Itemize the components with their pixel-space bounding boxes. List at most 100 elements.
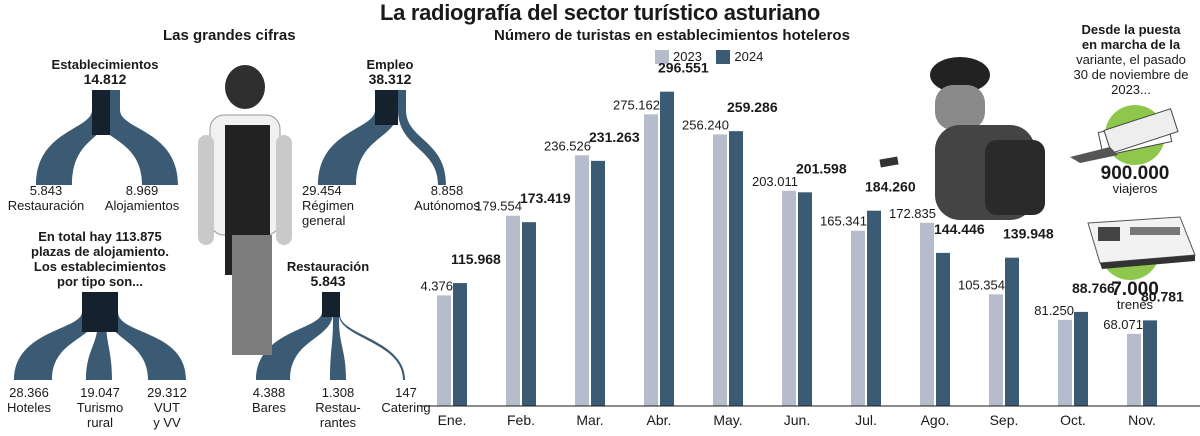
flow-restauracion: [36, 90, 110, 185]
bar-2024-Mar: [591, 160, 605, 406]
autonomos-value: 8.858: [430, 183, 464, 198]
bar-label-2024-Oct: 88.766: [1072, 280, 1115, 296]
waiter-image: [198, 65, 292, 355]
ticket-icon: [1070, 105, 1179, 165]
bar-label-2024-May: 259.286: [727, 99, 778, 115]
bar-2023-Jul: [851, 230, 865, 406]
x-tick-Abr: Abr.: [647, 412, 672, 428]
intro-text: Desde la puesta en marcha de la variante…: [1062, 22, 1200, 97]
bar-2024-Jul: [867, 210, 881, 406]
bar-label-2023-Jun: 203.011: [752, 174, 798, 189]
bar-2024-Jun: [798, 192, 812, 406]
legend-swatch-2023: [655, 49, 669, 64]
x-tick-Jul: Jul.: [855, 412, 877, 428]
flow-diagrams: [14, 90, 446, 380]
restauracion-heading: Restauración 5.843: [278, 259, 378, 289]
trenes-value: 7.000: [1111, 279, 1159, 300]
plazas-text: En total hay 113.875 plazas de alojamien…: [10, 229, 190, 289]
establecimientos-heading: Establecimientos 14.812: [44, 57, 166, 87]
bar-label-2023-Feb: 179.554: [475, 199, 522, 214]
bar-2023-Sep: [989, 294, 1003, 406]
bar-2023-Feb: [506, 215, 520, 406]
x-tick-Oct: Oct.: [1060, 412, 1086, 428]
bar-label-2023-Abr: 275.162: [613, 97, 660, 112]
restauracion-label: Restauración: [7, 198, 85, 213]
bar-label-2024-Jul: 184.260: [865, 179, 916, 195]
bar-label-2023-Oct: 81.250: [1034, 303, 1074, 318]
x-tick-Ene: Ene.: [438, 412, 467, 428]
bar-2023-Nov: [1127, 333, 1141, 406]
trenes-label: trenes: [1116, 297, 1154, 312]
hoteles-label: Hoteles: [6, 400, 52, 415]
vut-label-2: y VV: [153, 415, 181, 430]
catering-label: Catering: [381, 400, 431, 415]
bar-2023-Abr: [644, 114, 658, 406]
bar-2024-Feb: [522, 222, 536, 406]
bar-label-2023-May: 256.240: [682, 117, 729, 132]
restaurantes-branch: 1.308 Restau- rantes: [310, 385, 366, 430]
legend-swatch-2024: [716, 49, 731, 64]
bar-2023-May: [713, 134, 727, 406]
bar-label-2023-Sep: 105.354: [958, 277, 1005, 292]
empleo-label: Empleo: [366, 57, 414, 72]
bar-2024-Abr: [660, 91, 674, 406]
traveller-image: [879, 57, 1045, 220]
bar-label-2024-Ene: 115.968: [451, 251, 501, 267]
catering-value: 147: [395, 385, 417, 400]
bares-branch: 4.388 Bares: [244, 385, 294, 415]
flow-alojamientos: [92, 90, 178, 185]
empleo-value: 38.312: [368, 71, 412, 87]
bar-label-2023-Ene: 104.376: [420, 278, 453, 293]
bar-label-2024-Ago: 144.446: [934, 221, 985, 237]
flow-bares: [256, 292, 333, 380]
bar-label-2024-Feb: 173.419: [520, 190, 571, 206]
bar-label-2023-Ago: 172.835: [889, 206, 936, 221]
bares-value: 4.388: [252, 385, 286, 400]
chart-title: Número de turistas en establecimientos h…: [494, 27, 850, 44]
train-icon: [1087, 216, 1196, 280]
hoteles-value: 28.366: [9, 385, 49, 400]
section-subtitle: Las grandes cifras: [163, 27, 296, 44]
bar-2023-Jun: [782, 190, 796, 406]
plazas-line-2: plazas de alojamiento.: [31, 244, 169, 259]
x-tick-Nov: Nov.: [1128, 412, 1156, 428]
x-tick-Mar: Mar.: [576, 412, 603, 428]
turismo-rural-label-2: rural: [86, 415, 113, 430]
bar-label-2024-Mar: 231.263: [589, 129, 640, 145]
bar-2023-Ene: [437, 295, 451, 406]
regimen-label-1: Régimen: [302, 198, 355, 213]
restauracion-heading-label: Restauración: [286, 259, 370, 274]
bar-2024-Nov: [1143, 320, 1157, 406]
intro-line-1: Desde la puesta: [1081, 22, 1181, 37]
alojamientos-value: 8.969: [125, 183, 159, 198]
intro-line-3: variante, el pasado: [1076, 52, 1186, 67]
bar-2024-Ene: [453, 283, 467, 406]
bar-label-2024-Abr: 296.551: [658, 60, 709, 76]
legend-item-2024: 2024: [716, 49, 763, 64]
restaurantes-label-1: Restau-: [315, 400, 361, 415]
establecimientos-value: 14.812: [83, 71, 127, 87]
restaurantes-value: 1.308: [321, 385, 355, 400]
autonomos-branch: 8.858 Autónomos: [405, 183, 489, 213]
bar-2024-Ago: [936, 252, 950, 406]
vut-value: 29.312: [147, 385, 187, 400]
bar-2024-Sep: [1005, 257, 1019, 406]
x-tick-Feb: Feb.: [507, 412, 535, 428]
bar-2024-May: [729, 131, 743, 406]
legend-label-2023: 2023: [673, 49, 702, 64]
regimen-value: 29.454: [302, 183, 342, 198]
bar-label-2023-Jul: 165.341: [820, 214, 867, 229]
page-title: La radiografía del sector turístico astu…: [379, 0, 821, 25]
flow-vut: [106, 292, 186, 380]
bar-2023-Oct: [1058, 319, 1072, 406]
intro-line-4: 30 de noviembre de: [1073, 67, 1189, 82]
bar-label-2024-Jun: 201.598: [796, 160, 847, 176]
vut-label-1: VUT: [154, 400, 180, 415]
regimen-label-2: general: [302, 213, 346, 228]
autonomos-label: Autónomos: [414, 198, 480, 213]
flow-catering: [339, 292, 405, 380]
bar-2023-Mar: [575, 155, 589, 406]
flow-autonomos: [398, 90, 446, 185]
restaurantes-label-2: rantes: [319, 415, 357, 430]
turismo-rural-value: 19.047: [80, 385, 120, 400]
